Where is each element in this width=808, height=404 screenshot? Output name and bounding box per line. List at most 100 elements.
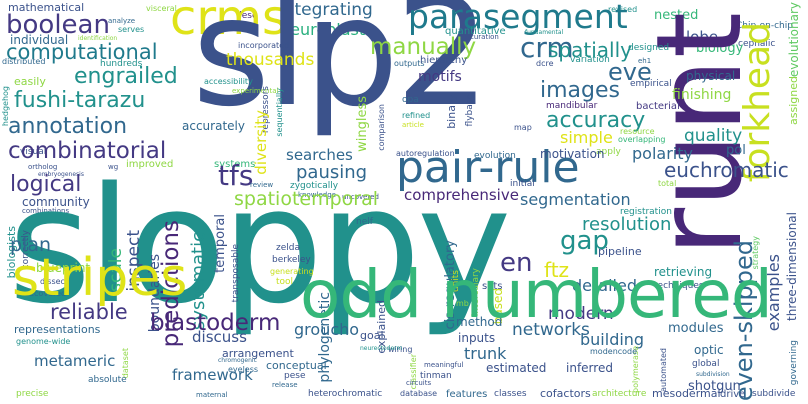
word-fundamental: fundamental [525, 29, 564, 36]
word-chip-on-chip: Chip-on-chip [736, 21, 793, 31]
word-zelda: zelda [276, 243, 300, 253]
word-finishing: finishing [672, 87, 732, 103]
word-pol: pol [726, 143, 746, 158]
word-nelf: nelf [356, 217, 373, 227]
word-zygotically: zygotically [290, 181, 339, 191]
word-spatially: spatially [548, 38, 632, 62]
word-pese: pese [284, 371, 306, 381]
word-hierarchy: hierarchy [420, 55, 468, 66]
word-blueprint: blueprint [36, 261, 91, 275]
word-metameric: metameric [34, 352, 116, 370]
word-map: map [514, 123, 532, 132]
word-empirical: empirical [630, 79, 672, 89]
word-combinatorial: combinatorial [8, 138, 167, 164]
word-physical: physical [686, 69, 736, 83]
word-genome-wide: genome-wide [16, 337, 71, 346]
word-searches: searches [286, 146, 353, 164]
word-subdivide: subdivide [752, 389, 796, 399]
word-wg: wg [108, 163, 119, 171]
word-hundreds: hundreds [100, 59, 143, 69]
word-resolution: resolution [582, 214, 672, 235]
word-accurately: accurately [182, 119, 245, 133]
word-thousands: thousands [226, 50, 315, 70]
word-inferred: inferred [566, 361, 613, 375]
word-architecture: architecture [592, 389, 647, 399]
word-total: total [658, 179, 677, 188]
word-easily: easily [14, 75, 46, 88]
word-eve: eve [608, 58, 652, 86]
word-overlapping: overlapping [618, 135, 666, 144]
word-recovered: recovered [26, 289, 67, 298]
word-boolean: boolean [6, 10, 110, 40]
word-spatiotemporal: spatiotemporal [234, 188, 379, 210]
word-tool: tool [276, 277, 294, 287]
word-article: article [402, 121, 424, 129]
word-berkeley: berkeley [272, 255, 311, 265]
word-binary: binary [445, 94, 458, 129]
word-sets: sets [482, 281, 503, 292]
word-variation: variation [570, 55, 610, 65]
word-mandibular: mandibular [546, 101, 598, 111]
word-engrailed: engrailed [74, 64, 178, 89]
word-arrangement: arrangement [222, 347, 294, 360]
word-registration: registration [620, 207, 672, 217]
word-revised: revised [608, 5, 638, 14]
word-method: method [456, 315, 503, 329]
word-odd-numbered: odd numbered [300, 262, 773, 328]
word-community: community [22, 195, 90, 209]
word-groucho: groucho [294, 320, 360, 339]
word-segmentation: segmentation [520, 190, 631, 209]
word-ftz: ftz [544, 258, 570, 282]
word-individual: individual [10, 33, 69, 47]
word-precise: precise [16, 389, 49, 399]
word-bacterial: bacterial [636, 101, 680, 112]
word-optic: optic [694, 343, 724, 357]
word-cephalic: cephalic [738, 39, 776, 49]
word-polarity: polarity [632, 144, 693, 163]
word-motifs: motifs [418, 69, 462, 85]
word-cofactors: cofactors [540, 387, 591, 400]
word-experimental: experimental [232, 87, 279, 95]
word-governing: governing [789, 340, 799, 386]
word-subdivision: subdivision [696, 371, 730, 378]
word-lobe: lobe [686, 28, 719, 46]
word-gap: gap [560, 226, 609, 256]
word-assigned: assigned [787, 76, 800, 125]
word-modencode: modencode [590, 347, 638, 356]
word-biology: biology [696, 41, 744, 56]
word-representations: representations [14, 323, 101, 336]
word-meaningful: meaningful [424, 361, 464, 369]
word-logical: logical [10, 172, 82, 197]
word-dcre: dcre [536, 59, 554, 68]
word-transposable: transposable [231, 244, 241, 303]
word-mathematical: mathematical [8, 1, 85, 14]
word-classes: classes [494, 389, 527, 399]
word-sequentially: sequentially [275, 88, 284, 137]
word-eh1: eh1 [638, 57, 652, 65]
word-slp2: slp2 [192, 0, 490, 140]
word-euchromatic: euchromatic [664, 158, 789, 182]
word-systems: systems [214, 159, 256, 170]
word-techniques: techniques [654, 281, 704, 291]
word-crm: crm [520, 31, 574, 64]
word-dissect: dissect [40, 277, 69, 286]
word-stripes: stripes [12, 248, 188, 308]
word-accuracy: accuracy [546, 108, 646, 133]
word-heterochromatic: heterochromatic [308, 389, 383, 399]
word-review: review [250, 181, 274, 189]
word-crms: crms [170, 0, 288, 46]
word-evolution: evolution [474, 151, 516, 161]
word-uncovered: uncovered [342, 193, 379, 201]
word-refined: refined [402, 111, 431, 120]
word-apply: apply [596, 147, 621, 157]
word-drive: drive [720, 389, 746, 400]
word-computational: computational [6, 40, 158, 64]
word-improved: improved [126, 159, 174, 170]
word-identification: identification [78, 35, 118, 42]
word-distributed: distributed [2, 57, 46, 66]
word-accessibility: accessibility [204, 77, 253, 86]
word-odd: odd [300, 256, 422, 333]
word-automated: automated [659, 348, 668, 392]
word-ortholog: ortholog [28, 163, 58, 171]
word-pipeline: pipeline [598, 245, 642, 258]
